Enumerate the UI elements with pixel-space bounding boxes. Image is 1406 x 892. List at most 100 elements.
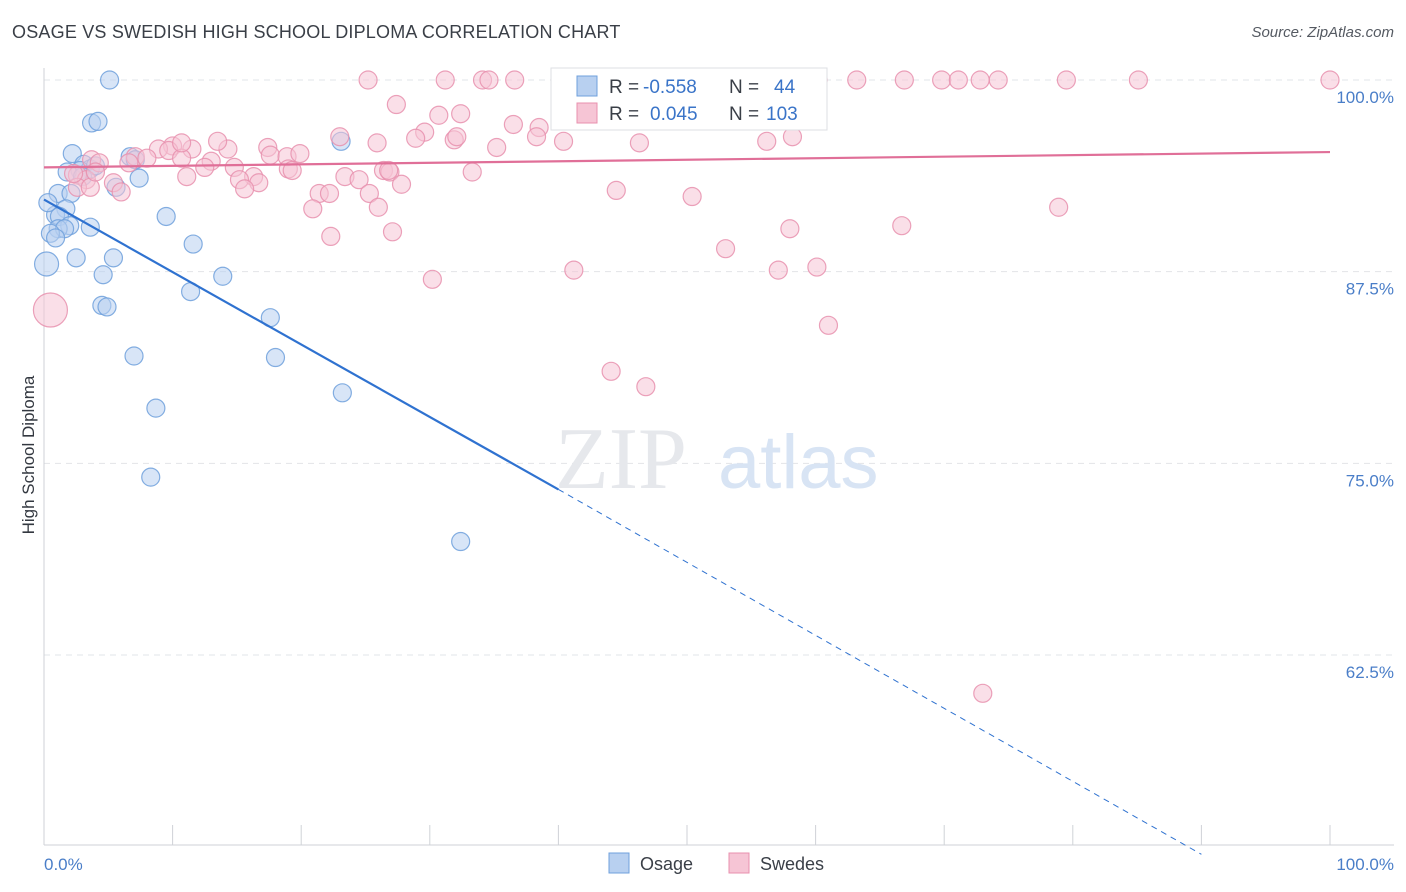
y-tick-label-3: 62.5% (1346, 663, 1394, 682)
point-swedes-4 (505, 70, 525, 90)
point-osage-28 (93, 265, 113, 285)
y-tick-label-1: 87.5% (1346, 280, 1394, 299)
point-swedes-82 (1049, 197, 1069, 217)
point-swedes-33 (487, 137, 507, 158)
point-swedes-77 (303, 199, 323, 219)
point-osage-39 (451, 531, 471, 552)
series-legend: Osage Swedes (608, 852, 824, 874)
legend-r-label-osage: R = (609, 77, 639, 98)
point-swedes-32 (757, 131, 777, 151)
grid-lines (44, 79, 1394, 656)
bottom-legend-swatch-swedes (728, 852, 750, 874)
stats-legend: R = -0.558 N = 44 R = 0.045 N = 103 (550, 67, 828, 131)
point-osage-27 (103, 248, 124, 268)
point-osage-37 (146, 398, 166, 418)
point-swedes-25 (406, 128, 426, 148)
point-swedes-69 (235, 179, 255, 199)
trend-line-osage (43, 198, 559, 491)
point-swedes-12 (894, 70, 914, 90)
point-swedes-18 (1320, 70, 1340, 90)
point-osage-34 (124, 346, 144, 366)
point-swedes-58 (177, 167, 197, 187)
point-swedes-0 (358, 70, 378, 90)
legend-r-swedes: 0.045 (650, 104, 698, 125)
point-swedes-3 (479, 70, 499, 90)
x-tick-labels: 0.0% 100.0% (44, 855, 1394, 874)
point-swedes-44 (260, 145, 280, 165)
point-swedes-61 (349, 170, 369, 190)
point-swedes-20 (451, 104, 471, 124)
point-swedes-85 (564, 260, 584, 280)
point-osage-2 (88, 111, 108, 132)
point-swedes-102 (172, 133, 192, 153)
point-swedes-17 (1128, 70, 1148, 90)
point-swedes-96 (32, 292, 69, 328)
point-swedes-31 (553, 131, 574, 151)
point-swedes-29 (367, 133, 387, 153)
point-osage-25 (33, 251, 60, 277)
point-swedes-14 (948, 70, 968, 90)
watermark-zip: ZIP (555, 411, 687, 508)
point-swedes-94 (818, 315, 839, 335)
axes (43, 68, 1394, 846)
point-swedes-79 (780, 219, 800, 239)
point-swedes-97 (973, 683, 993, 703)
bottom-legend-osage: Osage (640, 854, 693, 874)
point-swedes-87 (629, 133, 650, 153)
point-swedes-19 (386, 94, 406, 115)
y-axis-label: High School Diploma (19, 375, 38, 534)
legend-n-label-swedes: N = (729, 104, 759, 125)
legend-r-label-swedes: R = (609, 104, 639, 125)
point-osage-23 (45, 228, 66, 248)
point-swedes-88 (379, 160, 399, 181)
point-swedes-86 (422, 269, 442, 289)
point-swedes-100 (63, 163, 84, 184)
point-swedes-78 (892, 216, 912, 236)
y-tick-labels: 100.0% 87.5% 75.0% 62.5% (1336, 88, 1394, 682)
point-swedes-74 (606, 180, 626, 200)
x-tick-label-1: 100.0% (1336, 855, 1394, 874)
point-swedes-90 (970, 70, 990, 90)
legend-r-osage: -0.558 (643, 77, 697, 98)
x-tick-label-0: 0.0% (44, 855, 83, 874)
point-swedes-30 (526, 127, 547, 147)
point-osage-38 (141, 467, 161, 487)
point-osage-24 (183, 234, 203, 254)
legend-n-swedes: 103 (766, 104, 798, 125)
point-swedes-81 (321, 226, 341, 246)
point-swedes-11 (847, 70, 867, 90)
point-swedes-75 (682, 186, 702, 207)
point-swedes-50 (195, 157, 215, 177)
point-swedes-92 (636, 377, 656, 397)
legend-swatch-osage (576, 75, 598, 97)
point-swedes-27 (447, 127, 467, 147)
point-swedes-84 (768, 260, 788, 280)
point-swedes-49 (119, 153, 139, 173)
point-osage-17 (156, 206, 176, 227)
point-swedes-41 (137, 148, 157, 168)
point-osage-0 (99, 70, 120, 90)
point-swedes-73 (391, 174, 412, 194)
y-tick-label-2: 75.0% (1346, 471, 1394, 490)
chart-title: OSAGE VS SWEDISH HIGH SCHOOL DIPLOMA COR… (12, 22, 621, 42)
watermark-atlas: atlas (718, 420, 879, 505)
point-osage-10 (129, 168, 149, 188)
point-swedes-72 (359, 183, 379, 204)
point-swedes-68 (111, 182, 131, 202)
point-swedes-28 (330, 127, 350, 147)
legend-n-label-osage: N = (729, 77, 759, 98)
bottom-legend-swatch-osage (608, 852, 630, 874)
legend-swatch-swedes (576, 102, 598, 124)
point-swedes-1 (435, 70, 455, 90)
point-swedes-83 (807, 257, 827, 277)
point-swedes-15 (988, 70, 1008, 90)
point-swedes-46 (290, 144, 310, 164)
y-tick-label-0: 100.0% (1336, 88, 1394, 107)
point-osage-32 (97, 297, 117, 317)
point-swedes-80 (382, 222, 403, 242)
point-osage-35 (265, 347, 286, 368)
point-swedes-101 (208, 131, 228, 151)
bottom-legend-swedes: Swedes (760, 854, 824, 874)
legend-n-osage: 44 (774, 77, 796, 98)
